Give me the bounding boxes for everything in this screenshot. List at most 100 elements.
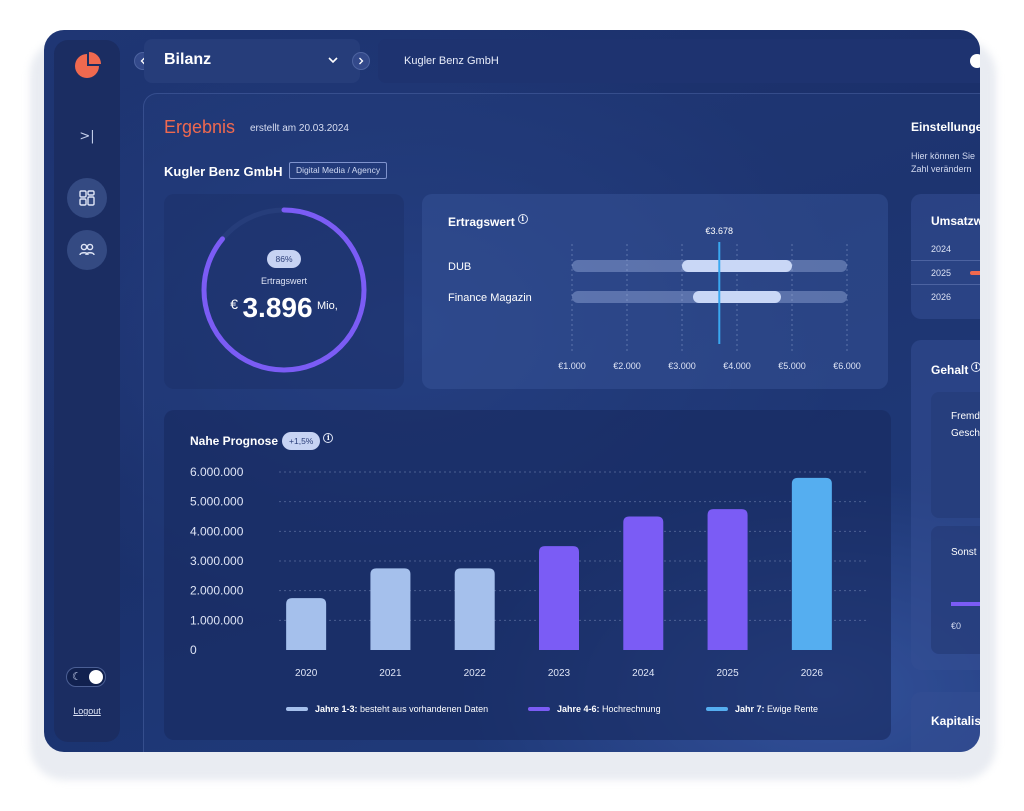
kapital-title: Kapitalis [931,714,980,728]
x-tick-label: €5.000 [778,361,806,371]
collapse-sidebar-button[interactable]: >| [79,129,95,144]
y-tick-label: 0 [190,643,197,657]
marker-label: €3.678 [706,226,734,236]
y-tick-label: 4.000.000 [190,524,244,538]
bar [707,509,748,650]
umsatz-title: Umsatzw [931,214,980,228]
umsatz-year: 2024 [931,244,952,254]
sonstiges-value: €0 [951,621,962,631]
chevron-down-icon [328,57,338,64]
created-date: erstellt am 20.03.2024 [250,123,349,134]
category-label: Finance Magazin [448,292,532,304]
app-screen: >| ☾ Logout Bilanz Kugler Benz GmbH [44,30,980,752]
info-icon[interactable]: i [517,214,528,224]
legend-label: Jahre 4-6: Hochrechnung [557,704,661,714]
x-tick-label: 2023 [548,668,571,679]
gauge-unit: Mio, [317,300,338,312]
company-name-top: Kugler Benz GmbH [404,55,499,67]
gauge-arc [201,207,367,373]
fremd-label-line: Fremd [951,411,980,422]
range-bar [693,291,781,303]
legend-label-bold: Jahre 4-6: [557,704,600,714]
dark-mode-toggle[interactable]: ☾ [66,667,106,687]
x-tick-label: 2024 [632,668,655,679]
gauge-value: € 3.896 Mio, [164,292,404,324]
chevron-left-icon [140,57,145,65]
legend-label: Jahr 7: Ewige Rente [735,704,818,714]
main-panel: Ergebnis erstellt am 20.03.2024 Kugler B… [143,93,980,752]
bar [286,598,327,650]
page-title: Ergebnis [164,117,236,137]
gehalt-card: Gehalt i Fremd Gesch Sonst €0 [911,340,980,670]
legend-swatch [706,707,728,711]
y-tick-label: 5.000.000 [190,495,244,509]
y-tick-label: 3.000.000 [190,554,244,568]
bar [791,477,832,650]
fremd-label: Fremd Gesch [951,408,980,442]
prognose-bar-chart: 0 1.000.000 2.000.000 3.000.000 4.000.000 5.0… [190,465,869,714]
kapital-card: Kapitalis [911,692,980,752]
settings-text-line: Hier können Sie [911,151,976,161]
ertragswert-range-chart: €1.000 €2.000 €3.000 €4.000 €5.000 €6.000 DUB F… [448,226,861,371]
gehalt-title: Gehalt i [931,362,980,377]
bar [623,516,664,650]
bar [454,568,495,650]
settings-title: Einstellunge [911,120,980,134]
legend-label-text: Ewige Rente [765,704,819,714]
company-bar: Kugler Benz GmbH [378,39,980,83]
x-tick-label: 2022 [464,668,487,679]
ertragswert-title-text: Ertragswert [448,215,515,229]
app-logo[interactable] [73,52,101,80]
x-tick-label: €1.000 [558,361,586,371]
gauge-label: Ertragswert [260,276,307,286]
chevron-right-icon [359,57,364,65]
settings-description: Hier können Sie Zahl verändern [911,150,980,176]
prognose-chart-title: Nahe Prognose +1,5% i [190,432,334,450]
logout-link[interactable]: Logout [73,706,101,716]
info-icon[interactable]: i [323,433,334,443]
legend-label: Jahre 1-3: besteht aus vorhandenen Daten [315,704,488,714]
divider [911,260,980,261]
users-nav-button[interactable] [67,230,107,270]
ertragswert-gauge-card: 86% Ertragswert € 3.896 Mio, [164,194,404,389]
sonstiges-slider[interactable] [951,602,980,606]
prognose-chart-card: Nahe Prognose +1,5% i 0 1.000.000 2.000.000 3… [164,410,891,740]
ertragswert-chart-title: Ertragswert i [448,214,528,229]
users-icon [79,243,95,256]
view-select[interactable]: Bilanz [144,39,360,83]
growth-badge: +1,5% [282,432,321,450]
settings-text-line: Zahl verändern [911,164,972,174]
dashboard-grid-icon [79,190,95,206]
gauge-ring [201,207,367,373]
x-tick-label: €6.000 [833,361,861,371]
y-tick-label: 6.000.000 [190,465,244,479]
x-tick-label: 2021 [379,668,402,679]
fremd-label-line: Gesch [951,428,980,439]
legend-label-bold: Jahr 7: [735,704,765,714]
legend-label-bold: Jahre 1-3: [315,704,358,714]
sonstiges-card: Sonst €0 [931,526,980,654]
industry-badge: Digital Media / Agency [289,162,388,179]
moon-icon: ☾ [72,670,82,683]
sidebar: >| ☾ Logout [54,40,120,742]
x-tick-label: 2025 [716,668,739,679]
legend-label-text: besteht aus vorhandenen Daten [358,704,489,714]
prognose-title-text: Nahe Prognose [190,434,279,448]
dashboard-nav-button[interactable] [67,178,107,218]
category-label: DUB [448,261,471,273]
info-icon[interactable]: i [971,362,980,372]
company-name: Kugler Benz GmbH [164,164,283,179]
y-tick-label: 2.000.000 [190,584,244,598]
percent-badge: 86% [267,250,301,268]
x-tick-label: 2020 [295,668,318,679]
umsatz-year: 2026 [931,292,952,302]
umsatz-card: Umsatzw 2024 2025 2026 [911,194,980,319]
sonstiges-label: Sonst [951,547,977,558]
fremd-gehalt-card: Fremd Gesch [931,392,980,518]
x-tick-label: €4.000 [723,361,751,371]
divider [911,284,980,285]
next-button[interactable] [352,52,370,70]
check-icon[interactable] [970,54,980,68]
view-select-label: Bilanz [164,51,212,68]
umsatz-slider-fill[interactable] [970,271,980,275]
